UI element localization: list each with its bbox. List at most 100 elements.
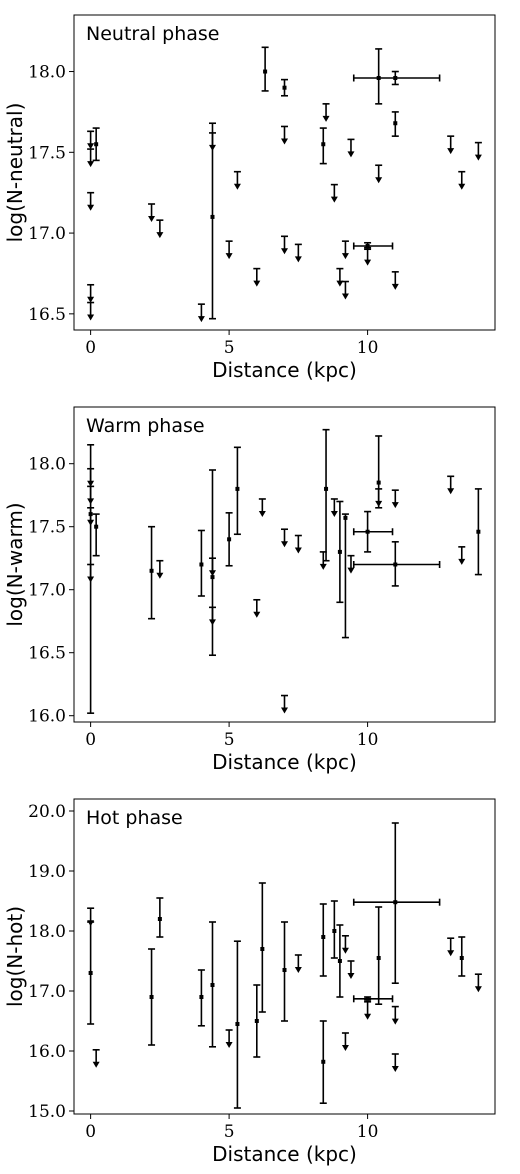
y-tick-label: 18.0 (28, 455, 66, 475)
measurement-errorbar (352, 995, 394, 1003)
measurement-errorbar (233, 940, 241, 1109)
measurement-errorbar (336, 500, 344, 604)
plot-frame (73, 406, 496, 723)
data-point (260, 947, 265, 951)
measurement-errorbar (258, 882, 266, 1013)
upper-limit-arrow (447, 475, 455, 495)
data-point (376, 956, 381, 960)
upper-limit-arrow (330, 498, 338, 517)
measurement-errorbar (197, 529, 205, 597)
upper-limit-arrow (281, 125, 288, 145)
panel-title: Hot phase (86, 807, 183, 829)
measurement-errorbar (253, 984, 261, 1058)
upper-limit-arrow (294, 954, 302, 973)
upper-limit-arrow (258, 498, 266, 517)
upper-limit-arrow (319, 551, 327, 570)
data-point (376, 480, 381, 485)
upper-limit-arrow (208, 557, 216, 577)
data-point (365, 996, 370, 1001)
upper-limit-arrow (341, 934, 349, 954)
upper-limit-arrow (347, 960, 355, 979)
measurement-errorbar (319, 1020, 327, 1104)
upper-limit-arrow (391, 1053, 399, 1072)
measurement-errorbar (87, 921, 95, 1025)
measurement-errorbar (319, 903, 327, 977)
y-tick-label: 16.5 (28, 305, 66, 325)
upper-limit-arrow (391, 489, 399, 509)
upper-limit-arrow (156, 219, 164, 239)
upper-limit-arrow (87, 283, 95, 303)
upper-limit-arrow (156, 559, 164, 579)
y-tick-label: 17.0 (28, 982, 66, 1002)
measurement-errorbar (336, 924, 344, 998)
x-tick-label: 5 (224, 338, 235, 358)
upper-limit-arrow (87, 148, 95, 168)
upper-limit-arrow (87, 191, 95, 211)
data-point (282, 85, 287, 90)
measurement-errorbar (156, 897, 164, 938)
measurement-errorbar (352, 48, 441, 105)
data-point (263, 69, 268, 74)
measurement-errorbar (225, 512, 233, 567)
upper-limit-arrow (208, 132, 216, 151)
upper-limit-arrow (225, 1029, 233, 1048)
x-tick-label: 0 (85, 1122, 96, 1142)
y-tick-label: 17.5 (28, 143, 66, 163)
plot-frame (73, 798, 496, 1115)
x-axis-label: Distance (kpc) (212, 750, 357, 774)
data-point (337, 549, 342, 554)
measurement-errorbar (322, 428, 330, 562)
data-point (227, 537, 232, 542)
y-tick-label: 18.0 (28, 922, 66, 942)
upper-limit-arrow (458, 546, 466, 565)
upper-limit-arrow (87, 130, 95, 150)
upper-limit-arrow (364, 246, 372, 266)
y-axis-label: log(N-hot) (3, 906, 27, 1007)
measurement-errorbar (319, 127, 327, 165)
x-tick-label: 10 (357, 1122, 379, 1142)
data-point (337, 959, 342, 963)
data-point (332, 929, 337, 933)
upper-limit-arrow (87, 563, 95, 583)
data-point (210, 575, 215, 580)
upper-limit-arrow (347, 554, 355, 574)
upper-limit-arrow (474, 973, 482, 993)
upper-limit-arrow (294, 534, 302, 554)
x-tick-label: 10 (357, 730, 379, 750)
upper-limit-arrow (253, 267, 261, 287)
upper-limit-arrow (281, 235, 288, 255)
data-point (94, 524, 99, 529)
measurement-errorbar (375, 906, 383, 1006)
data-point (343, 515, 348, 520)
data-point (149, 568, 154, 573)
y-tick-label: 19.0 (28, 862, 66, 882)
measurement-errorbar (92, 513, 100, 557)
upper-limit-arrow (253, 598, 261, 618)
x-tick-label: 0 (85, 338, 96, 358)
panel-title: Warm phase (86, 415, 205, 437)
measurement-errorbar (352, 241, 394, 251)
upper-limit-arrow (474, 141, 482, 161)
upper-limit-arrow (375, 164, 383, 184)
y-axis-label: log(N-neutral) (3, 103, 27, 243)
measurement-errorbar (92, 127, 100, 162)
upper-limit-arrow (92, 1049, 100, 1068)
upper-limit-arrow (87, 301, 95, 321)
upper-limit-arrow (87, 506, 95, 526)
upper-limit-arrow (148, 203, 156, 222)
data-point (210, 983, 215, 987)
data-point (199, 562, 204, 567)
measurement-errorbar (341, 513, 349, 639)
data-point (235, 486, 240, 491)
upper-limit-arrow (87, 907, 95, 927)
data-point (393, 562, 398, 567)
data-point (210, 214, 215, 219)
upper-limit-arrow (87, 467, 95, 487)
data-point (282, 968, 287, 972)
upper-limit-arrow (233, 170, 241, 190)
upper-limit-arrow (458, 170, 466, 190)
